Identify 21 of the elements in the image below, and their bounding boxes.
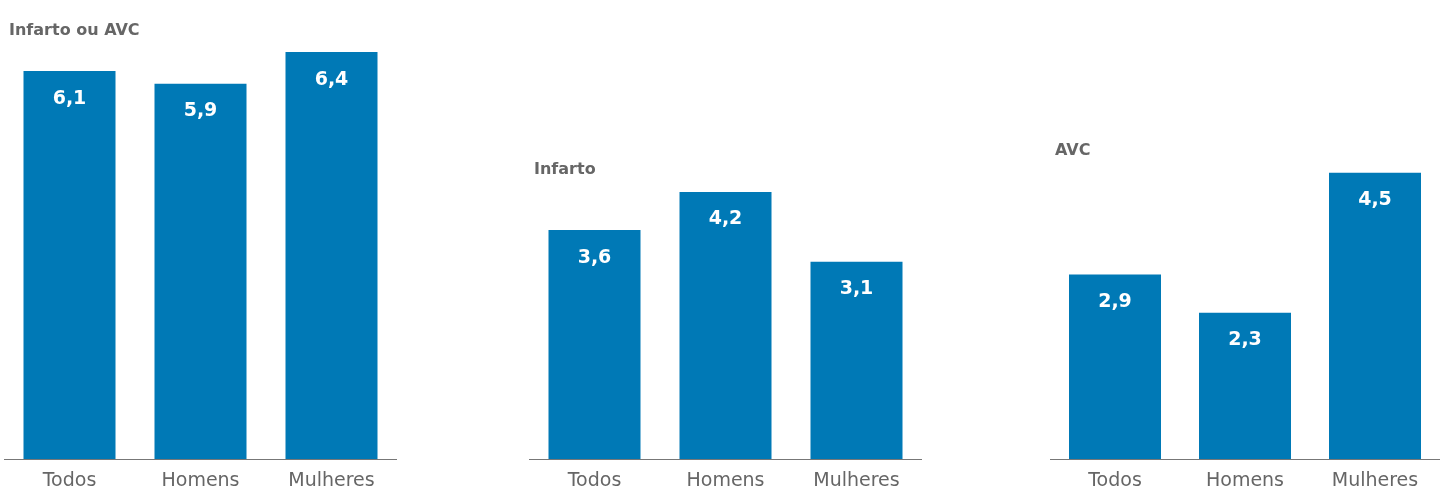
chart-title: AVC — [1055, 140, 1091, 160]
x-tick-label: Homens — [686, 467, 765, 489]
chart-title: Infarto — [534, 159, 596, 179]
data-label: 3,6 — [577, 244, 612, 267]
data-label: 4,2 — [708, 206, 743, 229]
data-label: 6,4 — [314, 66, 349, 89]
data-label: 3,1 — [839, 276, 874, 299]
x-tick-label: Todos — [1087, 467, 1142, 489]
data-label: 6,1 — [52, 85, 87, 108]
x-tick-label: Mulheres — [813, 467, 900, 489]
x-tick-label: Todos — [41, 467, 97, 489]
chart-title: Infarto ou AVC — [9, 19, 140, 39]
data-label: 2,3 — [1228, 327, 1262, 350]
data-label: 2,9 — [1098, 289, 1132, 312]
data-label: 4,5 — [1358, 187, 1392, 210]
x-tick-label: Homens — [1205, 467, 1285, 489]
x-tick-label: Mulheres — [288, 467, 375, 489]
x-tick-label: Todos — [566, 467, 622, 489]
data-label: 5,9 — [183, 98, 218, 121]
x-tick-label: Mulheres — [1331, 467, 1419, 489]
x-tick-label: Homens — [161, 467, 240, 489]
